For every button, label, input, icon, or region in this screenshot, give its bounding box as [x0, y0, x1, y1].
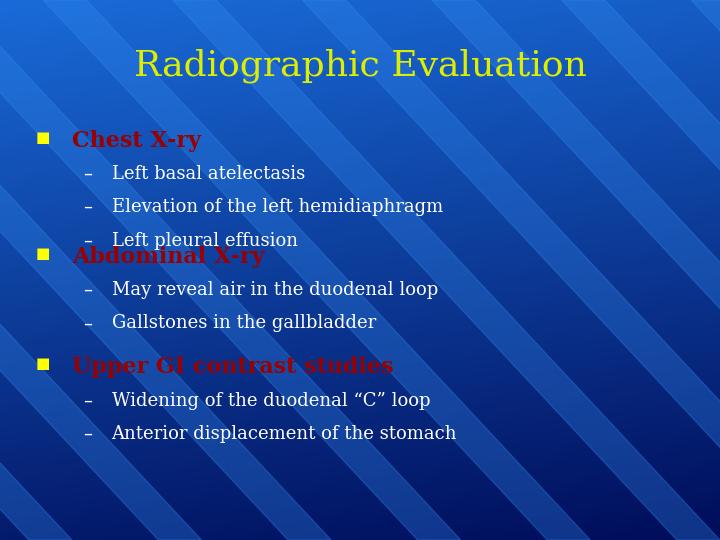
Polygon shape: [0, 0, 461, 540]
Polygon shape: [432, 0, 720, 540]
Polygon shape: [562, 0, 720, 540]
Text: ■: ■: [36, 356, 50, 372]
Text: –: –: [83, 198, 92, 216]
Text: –: –: [83, 392, 92, 409]
Text: Elevation of the left hemidiaphragm: Elevation of the left hemidiaphragm: [112, 198, 443, 216]
Text: Gallstones in the gallbladder: Gallstones in the gallbladder: [112, 314, 376, 332]
Polygon shape: [691, 0, 720, 540]
Text: –: –: [83, 314, 92, 332]
Text: –: –: [83, 165, 92, 183]
Polygon shape: [0, 0, 72, 540]
Text: Upper GI contrast studies: Upper GI contrast studies: [72, 356, 394, 379]
Polygon shape: [43, 0, 590, 540]
Text: Anterior displacement of the stomach: Anterior displacement of the stomach: [112, 425, 457, 443]
Text: –: –: [83, 425, 92, 443]
Text: Left pleural effusion: Left pleural effusion: [112, 232, 297, 249]
Text: ■: ■: [36, 246, 50, 261]
Text: ■: ■: [36, 130, 50, 145]
Text: Abdominal X-ry: Abdominal X-ry: [72, 246, 264, 268]
Polygon shape: [302, 0, 720, 540]
Text: Widening of the duodenal “C” loop: Widening of the duodenal “C” loop: [112, 392, 430, 409]
Polygon shape: [0, 0, 202, 540]
Text: –: –: [83, 281, 92, 299]
Text: –: –: [83, 232, 92, 249]
Text: Left basal atelectasis: Left basal atelectasis: [112, 165, 305, 183]
Polygon shape: [173, 0, 720, 540]
Polygon shape: [0, 0, 331, 540]
Text: Radiographic Evaluation: Radiographic Evaluation: [134, 49, 586, 83]
Text: May reveal air in the duodenal loop: May reveal air in the duodenal loop: [112, 281, 438, 299]
Text: Chest X-ry: Chest X-ry: [72, 130, 201, 152]
